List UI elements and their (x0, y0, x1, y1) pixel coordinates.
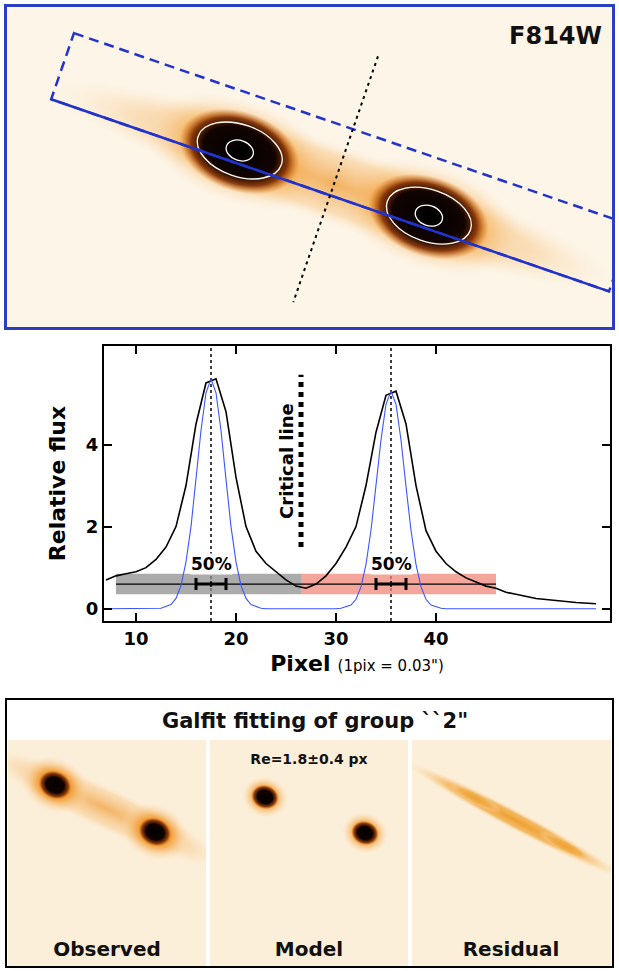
svg-text:Critical line: Critical line (276, 403, 297, 519)
svg-text:20: 20 (223, 628, 248, 649)
svg-text:50%: 50% (191, 554, 232, 574)
svg-text:Model: Model (275, 937, 343, 961)
svg-text:Observed: Observed (53, 937, 161, 961)
svg-text:F814W: F814W (509, 22, 602, 50)
svg-text:Relative flux: Relative flux (45, 406, 70, 561)
svg-text:Galfit fitting of group ``2": Galfit fitting of group ``2" (162, 709, 468, 733)
svg-text:Pixel (1pix = 0.03"): Pixel (1pix = 0.03") (270, 651, 444, 676)
svg-text:Residual: Residual (463, 937, 560, 961)
svg-text:Re=1.8±0.4 px: Re=1.8±0.4 px (250, 751, 367, 767)
svg-text:50%: 50% (371, 554, 412, 574)
svg-text:4: 4 (86, 434, 99, 455)
svg-text:30: 30 (323, 628, 348, 649)
svg-text:40: 40 (423, 628, 448, 649)
svg-text:2: 2 (86, 516, 99, 537)
svg-text:10: 10 (123, 628, 148, 649)
svg-text:0: 0 (86, 598, 99, 619)
